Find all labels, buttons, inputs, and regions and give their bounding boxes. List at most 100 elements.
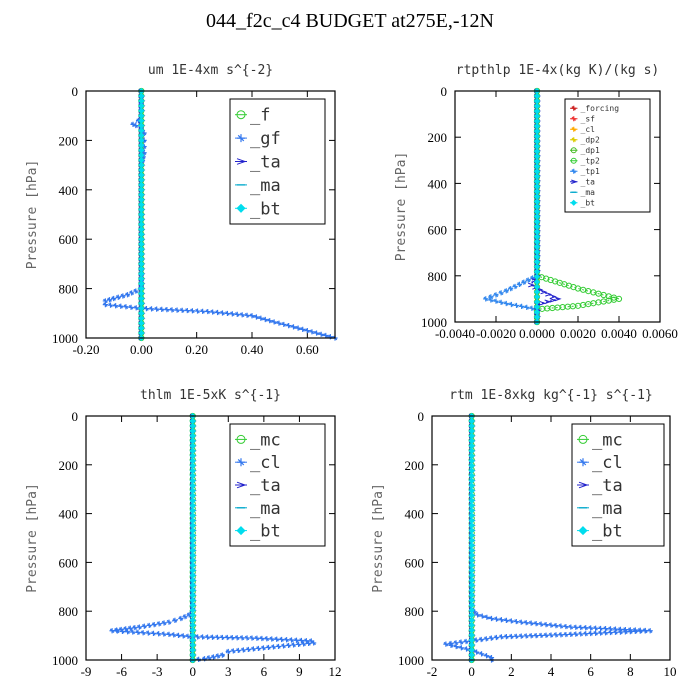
data-point <box>180 633 186 639</box>
x-tick-label: 6 <box>587 664 594 679</box>
data-point <box>276 320 282 326</box>
x-tick-label: 2 <box>508 664 515 679</box>
data-point <box>107 302 114 308</box>
data-point <box>293 637 300 643</box>
data-point <box>219 634 225 641</box>
data-point <box>234 311 240 317</box>
x-tick-label: 0.40 <box>241 342 264 357</box>
data-point <box>215 653 221 659</box>
x-tick-label: 6 <box>261 664 268 679</box>
data-point <box>267 318 273 324</box>
data-point <box>488 615 495 622</box>
data-point <box>119 628 126 634</box>
data-point <box>118 303 124 309</box>
data-point <box>622 629 628 635</box>
y-tick-label: 0 <box>72 84 79 99</box>
data-point <box>106 297 113 303</box>
data-point <box>529 305 535 311</box>
data-point <box>539 300 547 306</box>
data-point <box>508 633 514 640</box>
x-tick-label: 0.00 <box>130 342 153 357</box>
data-point <box>281 321 287 328</box>
y-tick-label: 400 <box>59 507 79 522</box>
data-point <box>597 630 604 636</box>
data-point <box>637 628 643 634</box>
data-point <box>503 634 509 640</box>
legend-label: _f <box>250 106 270 126</box>
data-point <box>479 613 485 619</box>
panel-3: thlm 1E-5xK s^{-1} Pressure [hPa] 0 200 400 6… <box>25 388 342 679</box>
data-point <box>493 634 499 641</box>
legend-label: _ta <box>581 178 596 187</box>
data-point <box>463 646 470 652</box>
y-tick-label: 0 <box>418 409 425 424</box>
data-point <box>543 632 549 638</box>
data-point <box>528 633 534 639</box>
x-tick-label: -0.20 <box>72 342 99 357</box>
series-markers-bt <box>533 87 541 326</box>
legend-marker <box>236 434 246 444</box>
y-tick-label: 0 <box>441 84 448 99</box>
y-axis-label: Pressure [hPa] <box>394 152 409 262</box>
data-point <box>593 625 599 631</box>
y-tick-label: 600 <box>59 555 79 570</box>
data-point <box>111 295 117 302</box>
data-point <box>274 636 280 642</box>
series-markers-ta <box>528 88 562 325</box>
y-tick-label: 600 <box>405 555 425 570</box>
data-point <box>458 639 464 645</box>
y-tick-label: 600 <box>428 223 448 238</box>
data-point <box>178 615 184 622</box>
legend-marker <box>578 526 588 536</box>
data-point <box>154 306 160 312</box>
data-point <box>306 640 312 647</box>
data-point <box>290 642 297 648</box>
data-point <box>150 630 157 636</box>
legend-marker <box>579 458 587 467</box>
data-point <box>543 622 549 628</box>
y-tick-label: 0 <box>72 409 79 424</box>
x-tick-label: -9 <box>81 664 92 679</box>
data-point <box>538 621 544 627</box>
y-tick-label: 200 <box>405 458 425 473</box>
data-point <box>554 296 562 302</box>
x-tick-label: -0.0040 <box>435 326 475 341</box>
data-point <box>448 642 454 648</box>
data-point <box>159 306 165 312</box>
legend-label: _cl <box>592 453 623 473</box>
data-point <box>304 327 310 334</box>
data-point <box>196 656 202 662</box>
data-point <box>156 631 162 637</box>
data-point <box>249 635 255 641</box>
y-tick-label: 200 <box>59 133 79 148</box>
panel-title: rtpthlp 1E-4x(kg K)/(kg s) <box>456 63 660 78</box>
data-point <box>214 309 221 316</box>
data-point <box>271 319 277 325</box>
panel-2: rtpthlp 1E-4x(kg K)/(kg s) Pressure [hPa]… <box>394 63 678 341</box>
series-markers-bt <box>138 87 145 342</box>
data-point <box>318 331 324 337</box>
data-point <box>214 634 221 640</box>
data-point <box>453 643 459 650</box>
data-point <box>283 637 290 643</box>
data-point <box>583 625 589 631</box>
legend-marker <box>578 434 588 444</box>
data-point <box>521 279 527 285</box>
data-point <box>647 628 653 634</box>
data-point <box>205 308 211 315</box>
plot-frame <box>85 415 336 661</box>
data-point <box>224 310 231 317</box>
data-point <box>313 330 320 336</box>
legend-marker <box>236 203 246 213</box>
legend-label: _mc <box>592 430 623 450</box>
legend-marker <box>570 147 577 154</box>
data-point <box>244 312 250 318</box>
x-tick-label: 8 <box>627 664 634 679</box>
x-tick-label: 0.0000 <box>519 326 555 341</box>
y-tick-label: 800 <box>59 604 79 619</box>
data-point <box>548 622 554 628</box>
legend-marker <box>570 199 577 206</box>
y-tick-label: 200 <box>59 458 79 473</box>
legend-marker <box>571 168 577 174</box>
data-point <box>235 647 241 654</box>
